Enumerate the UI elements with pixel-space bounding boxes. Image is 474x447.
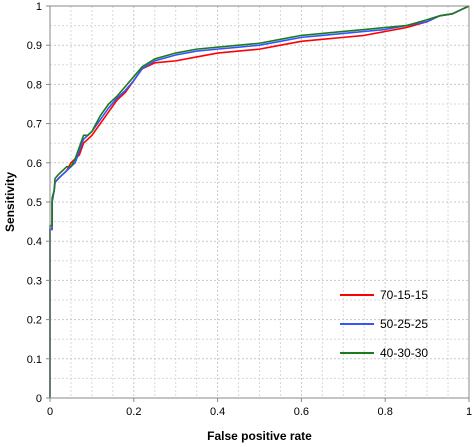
y-tick-label: 0 — [36, 393, 42, 405]
y-tick-label: 0.3 — [27, 275, 42, 287]
series-line-1 — [49, 5, 470, 398]
y-tick-label: 0.7 — [27, 119, 42, 131]
gridlines — [50, 6, 469, 398]
legend: 70-15-15 50-25-25 40-30-30 — [340, 288, 428, 360]
y-tick-label: 0.4 — [27, 236, 42, 248]
y-tick-label: 0.8 — [27, 79, 42, 91]
y-tick-label: 0.9 — [27, 40, 42, 52]
plot-area — [49, 5, 470, 399]
series-layer — [49, 5, 470, 398]
y-tick-label: 0.6 — [27, 158, 42, 170]
y-axis-ticks: 0 0.1 0.2 0.3 0.4 0.5 0.6 0.7 0.8 0.9 1 — [27, 1, 50, 405]
x-tick-label: 0.4 — [210, 406, 225, 418]
legend-label: 70-15-15 — [380, 288, 428, 302]
legend-label: 40-30-30 — [380, 346, 428, 360]
x-tick-label: 0 — [47, 406, 53, 418]
y-tick-label: 0.2 — [27, 315, 42, 327]
y-tick-label: 0.1 — [27, 354, 42, 366]
series-line-2 — [49, 5, 470, 398]
x-tick-label: 0.6 — [294, 406, 309, 418]
x-tick-label: 0.2 — [126, 406, 141, 418]
x-axis-ticks: 0 0.2 0.4 0.6 0.8 1 — [47, 398, 472, 418]
legend-label: 50-25-25 — [380, 317, 428, 331]
x-tick-label: 1 — [466, 406, 472, 418]
y-axis-title: Sensitivity — [3, 172, 17, 232]
y-tick-label: 0.5 — [27, 197, 42, 209]
x-tick-label: 0.8 — [378, 406, 393, 418]
x-axis-title: False positive rate — [207, 429, 312, 443]
y-tick-label: 1 — [36, 1, 42, 13]
